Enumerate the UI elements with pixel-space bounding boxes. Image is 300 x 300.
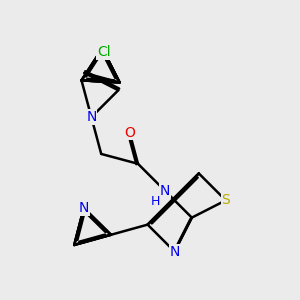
- Text: N: N: [169, 244, 180, 259]
- Text: N: N: [86, 110, 97, 124]
- Text: O: O: [124, 125, 135, 140]
- Text: Cl: Cl: [97, 45, 111, 59]
- Text: N: N: [160, 184, 170, 198]
- Text: N: N: [79, 201, 89, 215]
- Text: S: S: [221, 193, 230, 207]
- Text: H: H: [151, 195, 160, 208]
